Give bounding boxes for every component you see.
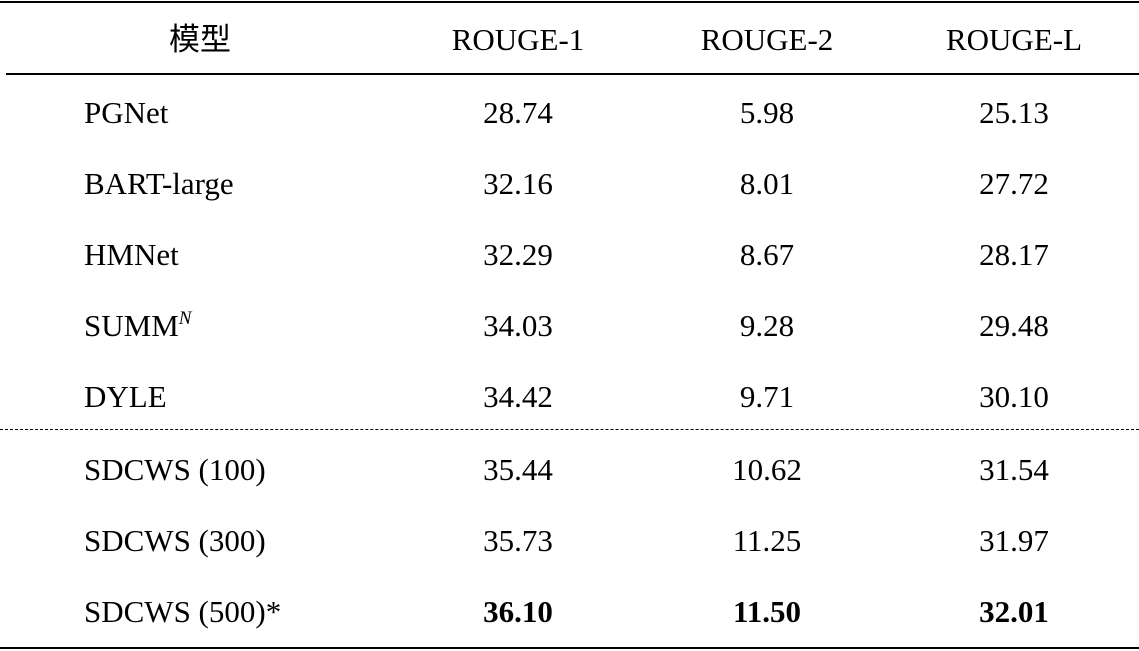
score-cell: 25.13: [979, 95, 1049, 130]
score-cell: 31.97: [979, 523, 1049, 558]
header-cell: ROUGE-L: [945, 22, 1083, 57]
score-cell: 28.17: [979, 237, 1049, 272]
score-cell: 10.62: [732, 452, 802, 487]
score-cell: 34.42: [483, 379, 553, 414]
score-cell: 32.01: [979, 594, 1049, 629]
score-cell: 8.67: [739, 237, 795, 272]
model-superscript: N: [178, 308, 192, 329]
score-cell: 5.98: [739, 95, 795, 130]
score-cell: 9.71: [739, 379, 795, 414]
group-separator: [0, 429, 1139, 430]
score-cell: 32.29: [483, 237, 553, 272]
model-name: BART-large: [84, 164, 234, 204]
header-cell: ROUGE-1: [451, 22, 585, 57]
score-cell: 11.50: [732, 594, 802, 629]
header-rule: [6, 73, 1139, 75]
score-cell: 8.01: [739, 166, 795, 201]
model-text: SDCWS (100): [84, 452, 266, 487]
score-cell: 31.54: [979, 452, 1049, 487]
model-name: DYLE: [84, 377, 167, 417]
top-rule: [0, 1, 1139, 3]
model-text: PGNet: [84, 95, 169, 130]
score-cell: 35.44: [483, 452, 553, 487]
model-text: SDCWS (300): [84, 523, 266, 558]
score-cell: 30.10: [979, 379, 1049, 414]
model-text: SUMM: [84, 308, 179, 343]
score-cell: 9.28: [739, 308, 795, 343]
score-cell: 35.73: [483, 523, 553, 558]
model-name: PGNet: [84, 93, 168, 133]
model-text: SDCWS (500)*: [84, 594, 282, 629]
score-cell: 29.48: [979, 308, 1049, 343]
score-cell: 32.16: [483, 166, 553, 201]
score-cell: 28.74: [483, 95, 553, 130]
bottom-rule: [0, 647, 1139, 649]
model-name: SDCWS (500)*: [84, 592, 281, 632]
model-text: HMNet: [84, 237, 179, 272]
score-cell: 11.25: [732, 523, 802, 558]
header-cell: ROUGE-2: [700, 22, 834, 57]
model-name: HMNet: [84, 235, 179, 275]
header-cell: 模型: [169, 22, 231, 57]
model-name: SUMMN: [84, 306, 191, 346]
model-text: BART-large: [84, 166, 234, 201]
model-text: DYLE: [84, 379, 167, 414]
score-cell: 27.72: [979, 166, 1049, 201]
score-cell: 36.10: [483, 594, 553, 629]
model-name: SDCWS (300): [84, 521, 266, 561]
model-name: SDCWS (100): [84, 450, 266, 490]
score-cell: 34.03: [483, 308, 553, 343]
